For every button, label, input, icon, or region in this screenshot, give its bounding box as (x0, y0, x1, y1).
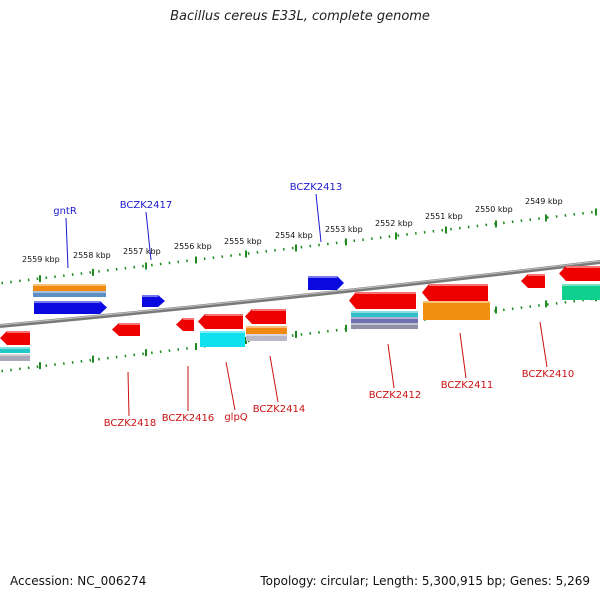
gene-feature-BCZK2414 (245, 309, 286, 324)
label-leader-line (269, 355, 279, 403)
gene-feature-gntR (34, 301, 107, 314)
gene-feature-teal (351, 311, 418, 317)
gene-label-BCZK2413: BCZK2413 (290, 182, 343, 193)
scale-label: 2559 kbp (22, 255, 60, 264)
label-leader-line (387, 343, 395, 389)
genome-backbone (0, 260, 600, 328)
gene-feature-orange (33, 284, 106, 291)
gene-feature-BCZK2412 (349, 292, 416, 309)
gene-label-BCZK2411: BCZK2411 (441, 380, 494, 391)
gene-label-BCZK2417: BCZK2417 (120, 200, 173, 211)
scale-track-outer (1, 208, 597, 285)
label-leader-line (65, 217, 69, 269)
gene-label-BCZK2418: BCZK2418 (104, 418, 157, 429)
gene-feature-purple (351, 317, 418, 323)
genome-summary: Topology: circular; Length: 5,300,915 bp… (260, 574, 590, 588)
scale-label: 2549 kbp (525, 197, 563, 206)
gene-feature-gray (351, 323, 418, 329)
scale-label: 2554 kbp (275, 231, 313, 240)
gene-feature-BCZK2417 (142, 295, 165, 307)
gene-feature-orange (246, 326, 287, 334)
scale-label: 2555 kbp (224, 237, 262, 246)
scale-labels: 2559 kbp 2558 kbp 2557 kbp 2556 kbp 2555 kbp… (22, 197, 563, 264)
scale-label: 2556 kbp (174, 242, 212, 251)
gene-label-BCZK2416: BCZK2416 (162, 413, 215, 424)
gene-feature-BCZK2413 (308, 276, 344, 290)
gene-label-BCZK2414: BCZK2414 (253, 404, 306, 415)
gene-feature-red (559, 266, 600, 281)
scale-label: 2551 kbp (425, 212, 463, 221)
gene-label-gntR: gntR (53, 206, 77, 217)
gene-feature-BCZK2416 (176, 318, 194, 331)
gene-feature-cyan (0, 347, 30, 353)
gene-feature-steelblue (33, 291, 106, 297)
gene-label-BCZK2412: BCZK2412 (369, 390, 422, 401)
scale-label: 2550 kbp (475, 205, 513, 214)
label-leader-line (145, 211, 152, 261)
label-leader-line (127, 371, 130, 417)
gene-feature-green (562, 284, 600, 300)
label-leader-line (459, 332, 467, 379)
gene-features (0, 266, 600, 361)
gene-feature-BCZK2410 (521, 274, 545, 288)
gene-feature-red (0, 331, 30, 345)
scale-label: 2553 kbp (325, 225, 363, 234)
gene-label-glpQ: glpQ (224, 412, 247, 423)
label-leader-line (539, 321, 548, 368)
gene-labels: gntR BCZK2417 BCZK2413 BCZK2418 BCZK2416 glpQ… (53, 182, 574, 429)
gene-feature-cyan (200, 331, 245, 347)
gene-feature-gray (246, 334, 287, 341)
gene-feature-BCZK2418 (112, 323, 140, 336)
scale-label: 2558 kbp (73, 251, 111, 260)
gene-feature-glpQ (198, 314, 243, 329)
label-leader-line (225, 361, 236, 411)
scale-label: 2552 kbp (375, 219, 413, 228)
map-title: Bacillus cereus E33L, complete genome (170, 9, 430, 24)
accession-text: Accession: NC_006274 (10, 574, 147, 588)
gene-feature-gray (0, 354, 30, 361)
gene-feature-BCZK2411 (422, 284, 488, 301)
scale-label: 2557 kbp (123, 247, 161, 256)
gene-label-BCZK2410: BCZK2410 (522, 369, 575, 380)
label-leader-line (315, 193, 322, 243)
gene-feature-orange (423, 301, 490, 320)
